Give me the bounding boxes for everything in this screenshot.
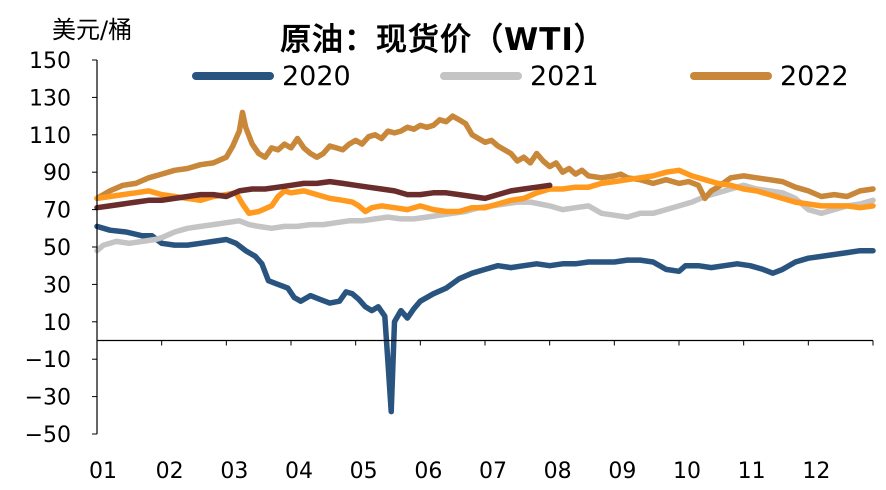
series-line-2022	[94, 109, 876, 202]
x-tick-label: 01	[89, 459, 117, 484]
x-tick-label: 12	[802, 459, 830, 484]
y-tick-label: 110	[29, 124, 71, 149]
chart-title: 原油：现货价（WTI）	[280, 22, 606, 58]
y-tick-label: −10	[25, 348, 71, 373]
y-tick-label: 10	[43, 311, 71, 336]
y-tick-label: 130	[29, 86, 71, 111]
x-tick-label: 06	[414, 459, 442, 484]
x-tick-label: 07	[479, 459, 507, 484]
legend-swatch-2020	[192, 72, 274, 80]
x-tick-label: 02	[156, 459, 184, 484]
y-axis-unit: 美元/桶	[52, 16, 133, 44]
legend-swatch-2021	[440, 72, 522, 80]
y-tick-label: −50	[25, 423, 71, 448]
y-tick-label: 90	[43, 161, 71, 186]
x-tick-label: 04	[285, 459, 313, 484]
x-tick-label: 08	[544, 459, 572, 484]
x-tick-label: 09	[608, 459, 636, 484]
series-line-2020	[94, 223, 876, 415]
legend-item-2021: 2021	[440, 58, 599, 94]
series-line-2024	[94, 178, 553, 211]
x-tick-label: 05	[350, 459, 378, 484]
y-tick-label: 50	[43, 236, 71, 261]
legend-swatch-2022	[690, 72, 772, 80]
y-tick-label: 30	[43, 273, 71, 298]
axis-layer: 150 130 110 90 70 50 30 10 −10 −30 −50 01 02 03 04 05 06…	[25, 49, 874, 484]
x-tick-label: 10	[673, 459, 701, 484]
legend-label-2020: 2020	[282, 60, 351, 92]
x-tick-label: 11	[738, 459, 766, 484]
y-tick-label: 150	[29, 49, 71, 74]
y-tick-label: 70	[43, 199, 71, 224]
legend-item-2022: 2022	[690, 58, 849, 94]
y-tick-label: −30	[25, 386, 71, 411]
legend-item-2020: 2020	[192, 58, 351, 94]
x-tick-label: 03	[220, 459, 248, 484]
legend-label-2022: 2022	[780, 60, 849, 92]
legend-label-2021: 2021	[530, 60, 599, 92]
series-layer	[94, 109, 876, 415]
